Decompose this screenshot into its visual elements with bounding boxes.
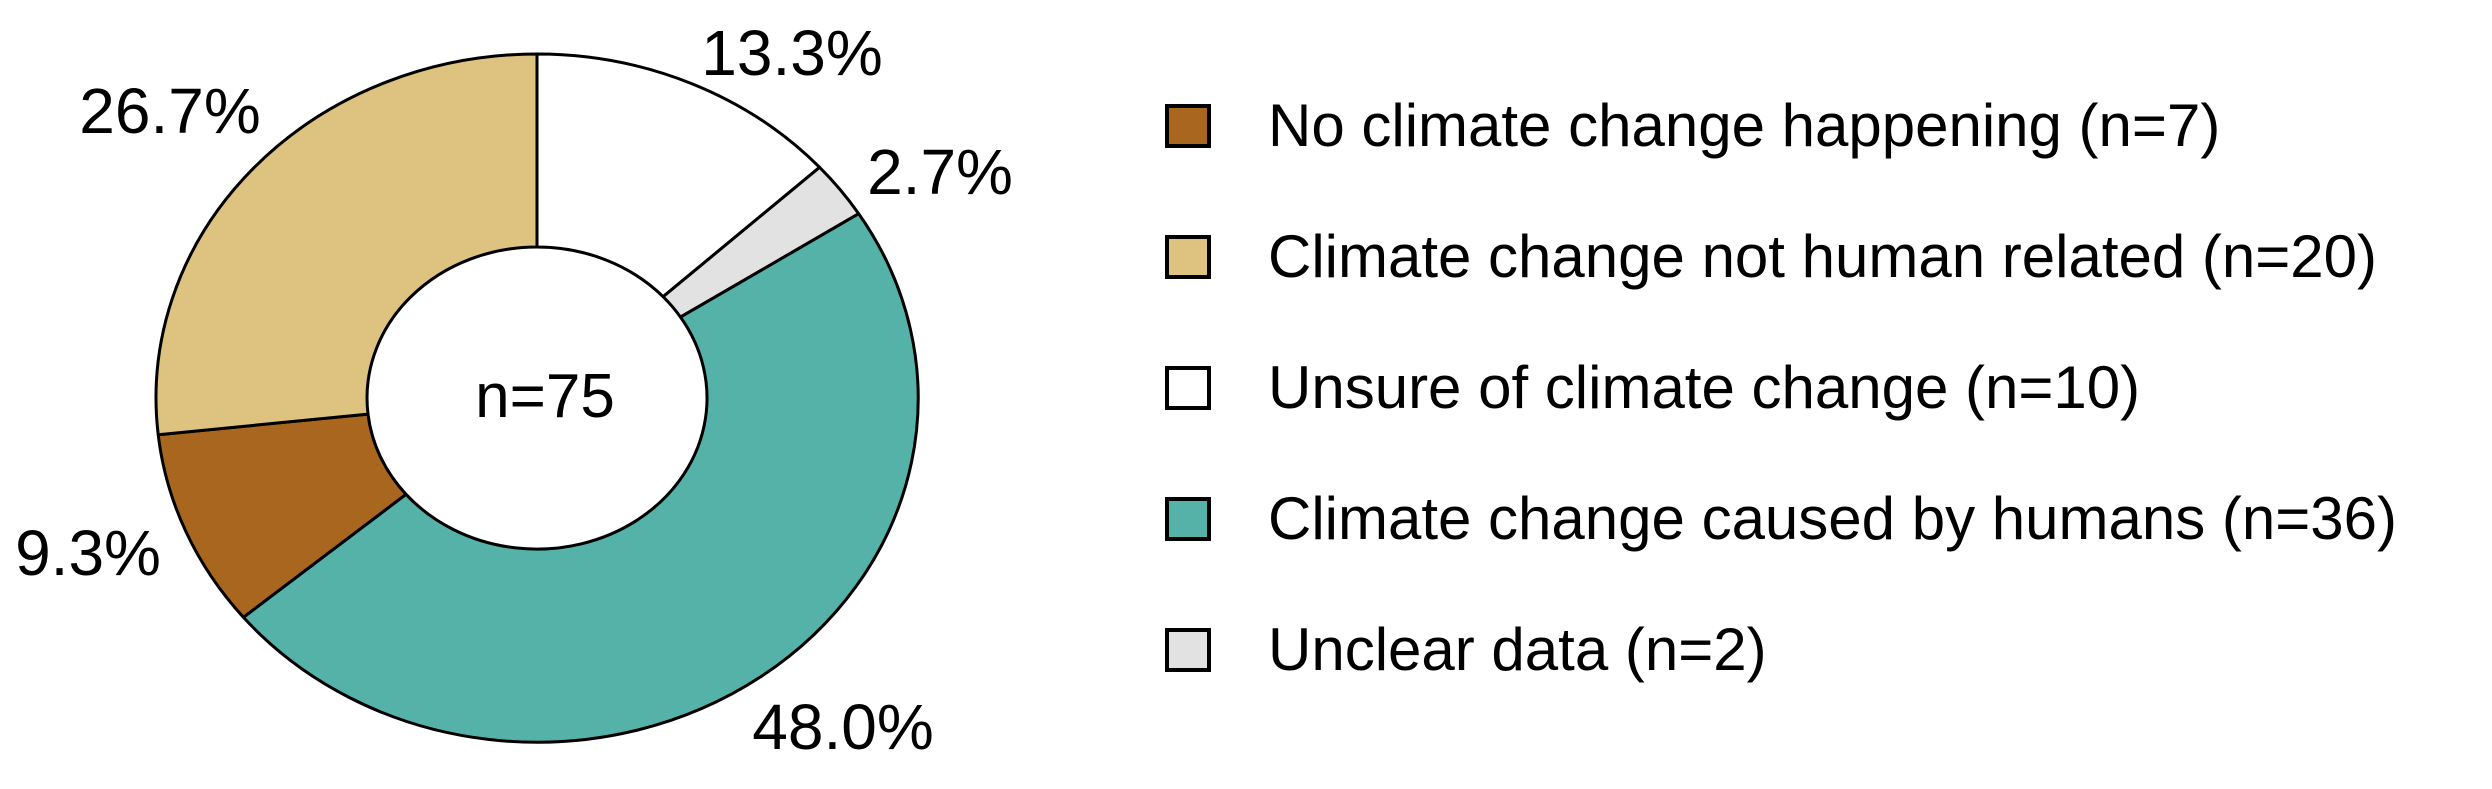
pie-slice bbox=[154, 52, 539, 437]
legend-item: Climate change not human related (n=20) bbox=[1165, 226, 2377, 288]
donut-center-label: n=75 bbox=[475, 362, 615, 431]
legend-label: No climate change happening (n=7) bbox=[1268, 92, 2221, 159]
legend-item: Unsure of climate change (n=10) bbox=[1165, 357, 2140, 419]
legend-item: Unclear data (n=2) bbox=[1165, 619, 1767, 681]
pie-slice bbox=[535, 52, 822, 299]
donut-chart: 13.3% 2.7% 48.0% 9.3% 26.7% n=75 bbox=[15, 17, 1013, 763]
slice-percentage-label: 13.3% bbox=[701, 17, 882, 89]
slice-percentage-label: 9.3% bbox=[15, 517, 161, 589]
legend-item: No climate change happening (n=7) bbox=[1165, 95, 2220, 157]
legend-swatch-icon bbox=[1165, 628, 1211, 672]
percentage-labels: 13.3% 2.7% 48.0% 9.3% 26.7% bbox=[15, 17, 1013, 763]
legend-label: Unsure of climate change (n=10) bbox=[1268, 354, 2141, 421]
legend-swatch-icon bbox=[1165, 497, 1211, 541]
slice-percentage-label: 26.7% bbox=[79, 75, 260, 147]
chart-legend: No climate change happening (n=7) Climate… bbox=[1165, 0, 2492, 789]
donut-slices bbox=[154, 52, 920, 744]
slice-percentage-label: 48.0% bbox=[752, 691, 933, 763]
legend-swatch-icon bbox=[1165, 104, 1211, 148]
pie-slice bbox=[241, 212, 920, 744]
legend-swatch-icon bbox=[1165, 235, 1211, 279]
legend-label: Unclear data (n=2) bbox=[1268, 616, 1767, 683]
slice-percentage-label: 2.7% bbox=[867, 136, 1013, 208]
legend-label: Climate change caused by humans (n=36) bbox=[1268, 485, 2397, 552]
legend-swatch-icon bbox=[1165, 366, 1211, 410]
legend-label: Climate change not human related (n=20) bbox=[1268, 223, 2378, 290]
legend-item: Climate change caused by humans (n=36) bbox=[1165, 488, 2397, 550]
